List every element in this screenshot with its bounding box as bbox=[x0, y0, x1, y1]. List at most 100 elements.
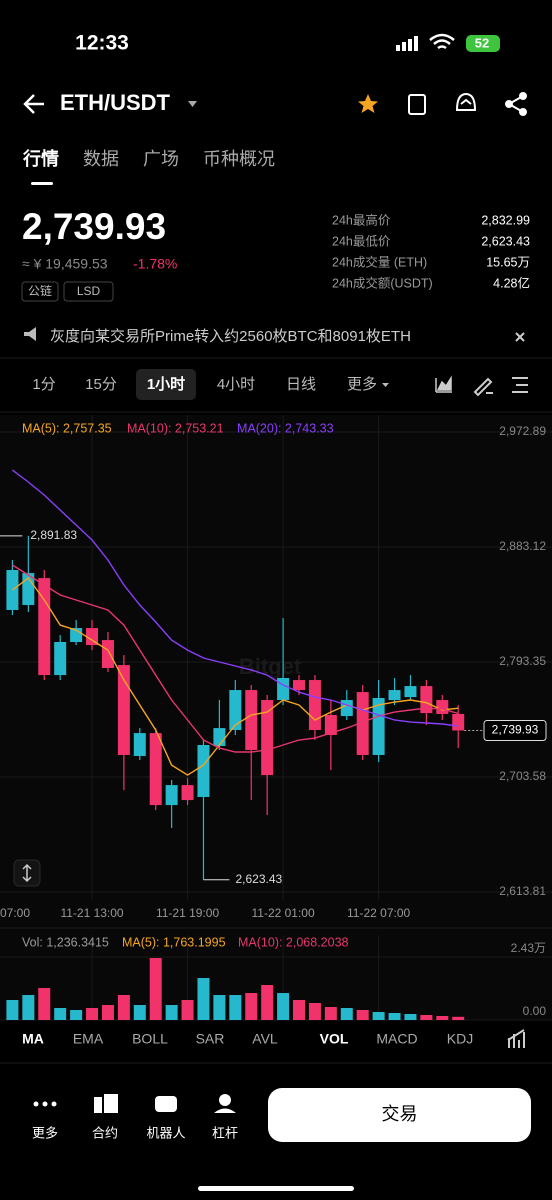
candle-body bbox=[245, 690, 258, 750]
volume-bar bbox=[293, 1000, 306, 1020]
volume-bar bbox=[54, 1008, 67, 1020]
stat-value: 2,623.43 bbox=[481, 234, 530, 248]
y-tick-label: 2,972.89 bbox=[499, 424, 546, 438]
wifi bbox=[429, 33, 455, 50]
volume-bar bbox=[165, 1005, 178, 1020]
volume-bar bbox=[213, 995, 226, 1020]
y-tick-label: 2,703.58 bbox=[499, 769, 546, 783]
stat-value: 4.28亿 bbox=[493, 275, 530, 290]
volume-bar bbox=[404, 1014, 417, 1020]
volume-bar bbox=[261, 985, 274, 1020]
ma-legend: MA(10): 2,753.21 bbox=[127, 421, 224, 435]
tab-underline bbox=[31, 182, 53, 185]
candle-body bbox=[308, 680, 321, 731]
candle-body bbox=[181, 785, 194, 801]
trade-button[interactable] bbox=[268, 1088, 531, 1142]
volume-bar bbox=[117, 995, 130, 1020]
interval[interactable]: 15分 bbox=[85, 376, 117, 393]
tab[interactable]: 行情 bbox=[22, 148, 59, 169]
chart-type-icon[interactable] bbox=[435, 375, 452, 393]
indicator-tab[interactable]: EMA bbox=[73, 1031, 104, 1047]
battery bbox=[466, 35, 500, 52]
volume-legend: Vol: 1,236.3415 bbox=[22, 935, 109, 949]
volume-bar bbox=[420, 1015, 433, 1020]
candle-body bbox=[277, 677, 290, 701]
x-tick-label: 11-21 19:00 bbox=[156, 906, 219, 920]
last-price-label: 2,739.93 bbox=[492, 723, 539, 737]
nav-label[interactable]: 合约 bbox=[92, 1125, 118, 1140]
candle-body bbox=[436, 700, 449, 714]
interval[interactable]: 1小时 bbox=[147, 376, 185, 393]
indicator-tab[interactable]: KDJ bbox=[447, 1031, 473, 1047]
share-icon[interactable] bbox=[505, 92, 527, 116]
volume-bar bbox=[133, 1005, 146, 1020]
volume-bar bbox=[70, 1010, 83, 1020]
candle-body bbox=[340, 700, 353, 717]
candle-body bbox=[86, 628, 99, 646]
notice-text[interactable]: 灰度向某交易所Prime转入约2560枚BTC和8091枚ETH bbox=[50, 327, 411, 345]
nav-leverage-icon-base bbox=[214, 1108, 236, 1113]
home-indicator bbox=[198, 1186, 354, 1191]
stat-label: 24h成交量 (ETH) bbox=[332, 254, 427, 269]
candle-body bbox=[404, 686, 417, 698]
trade-button-label: 交易 bbox=[382, 1104, 418, 1124]
price-change: -1.78% bbox=[133, 256, 177, 272]
y-tick-label: 2.43万 bbox=[511, 941, 546, 955]
settings-icon[interactable] bbox=[512, 377, 528, 393]
ma-line bbox=[11, 469, 459, 727]
notes-icon[interactable] bbox=[408, 94, 426, 115]
volume-bar bbox=[324, 1007, 337, 1020]
back-button[interactable] bbox=[23, 94, 44, 114]
indicator-settings[interactable] bbox=[507, 1029, 525, 1048]
volume-bar bbox=[452, 1016, 465, 1020]
volume-bar bbox=[181, 1000, 194, 1020]
candle-body bbox=[261, 700, 274, 776]
volume-bar bbox=[372, 1012, 385, 1020]
tab[interactable]: 数据 bbox=[83, 149, 119, 169]
nav-label[interactable]: 机器人 bbox=[146, 1125, 185, 1140]
indicator-tab[interactable]: SAR bbox=[196, 1031, 225, 1047]
tab[interactable]: 币种概况 bbox=[203, 149, 275, 169]
candle-body bbox=[356, 692, 369, 755]
candle-body bbox=[452, 713, 465, 731]
alert-icon[interactable] bbox=[455, 92, 477, 111]
clock: 12:33 bbox=[75, 32, 129, 55]
volume-bar bbox=[308, 1003, 321, 1020]
interval[interactable]: 1分 bbox=[32, 376, 55, 393]
candle-body bbox=[388, 690, 401, 701]
stat-value: 15.65万 bbox=[486, 255, 530, 269]
nav-contract-icon bbox=[94, 1094, 118, 1113]
stat-label: 24h最低价 bbox=[332, 234, 391, 248]
pair-dropdown[interactable] bbox=[188, 101, 197, 107]
candle-body bbox=[372, 697, 385, 755]
indicator-tab[interactable]: BOLL bbox=[132, 1031, 168, 1047]
last-price: 2,739.93 bbox=[22, 206, 166, 247]
indicator-tab[interactable]: VOL bbox=[320, 1031, 349, 1047]
tab[interactable]: 广场 bbox=[143, 149, 179, 169]
interval[interactable]: 日线 bbox=[286, 376, 316, 393]
candle-body bbox=[197, 744, 210, 798]
nav-label[interactable]: 杠杆 bbox=[212, 1125, 238, 1140]
ma-legend: MA(5): 2,757.35 bbox=[22, 421, 112, 435]
draw-icon[interactable] bbox=[473, 377, 493, 397]
indicator-tab[interactable]: AVL bbox=[252, 1031, 278, 1047]
volume-bar bbox=[245, 993, 258, 1020]
signal bbox=[396, 36, 418, 51]
ma-legend: MA(20): 2,743.33 bbox=[237, 421, 334, 435]
nav-label[interactable]: 更多 bbox=[32, 1125, 58, 1140]
favorite[interactable] bbox=[358, 94, 378, 113]
interval[interactable]: 更多 bbox=[347, 376, 377, 393]
notice-close[interactable] bbox=[515, 332, 525, 342]
indicator-tab[interactable]: MA bbox=[22, 1031, 44, 1047]
volume-legend: MA(5): 1,763.1995 bbox=[122, 935, 226, 949]
volume-bar bbox=[86, 1008, 99, 1020]
y-tick-label: 0.00 bbox=[523, 1004, 547, 1018]
candle-body bbox=[54, 641, 67, 676]
expand-icon bbox=[22, 863, 32, 883]
cny-price: ≈ ¥ 19,459.53 bbox=[22, 256, 108, 272]
interval[interactable]: 4小时 bbox=[217, 376, 255, 393]
pair-title[interactable]: ETH/USDT bbox=[60, 90, 171, 115]
nav-leverage-icon bbox=[219, 1094, 231, 1106]
indicator-tab[interactable]: MACD bbox=[376, 1031, 417, 1047]
